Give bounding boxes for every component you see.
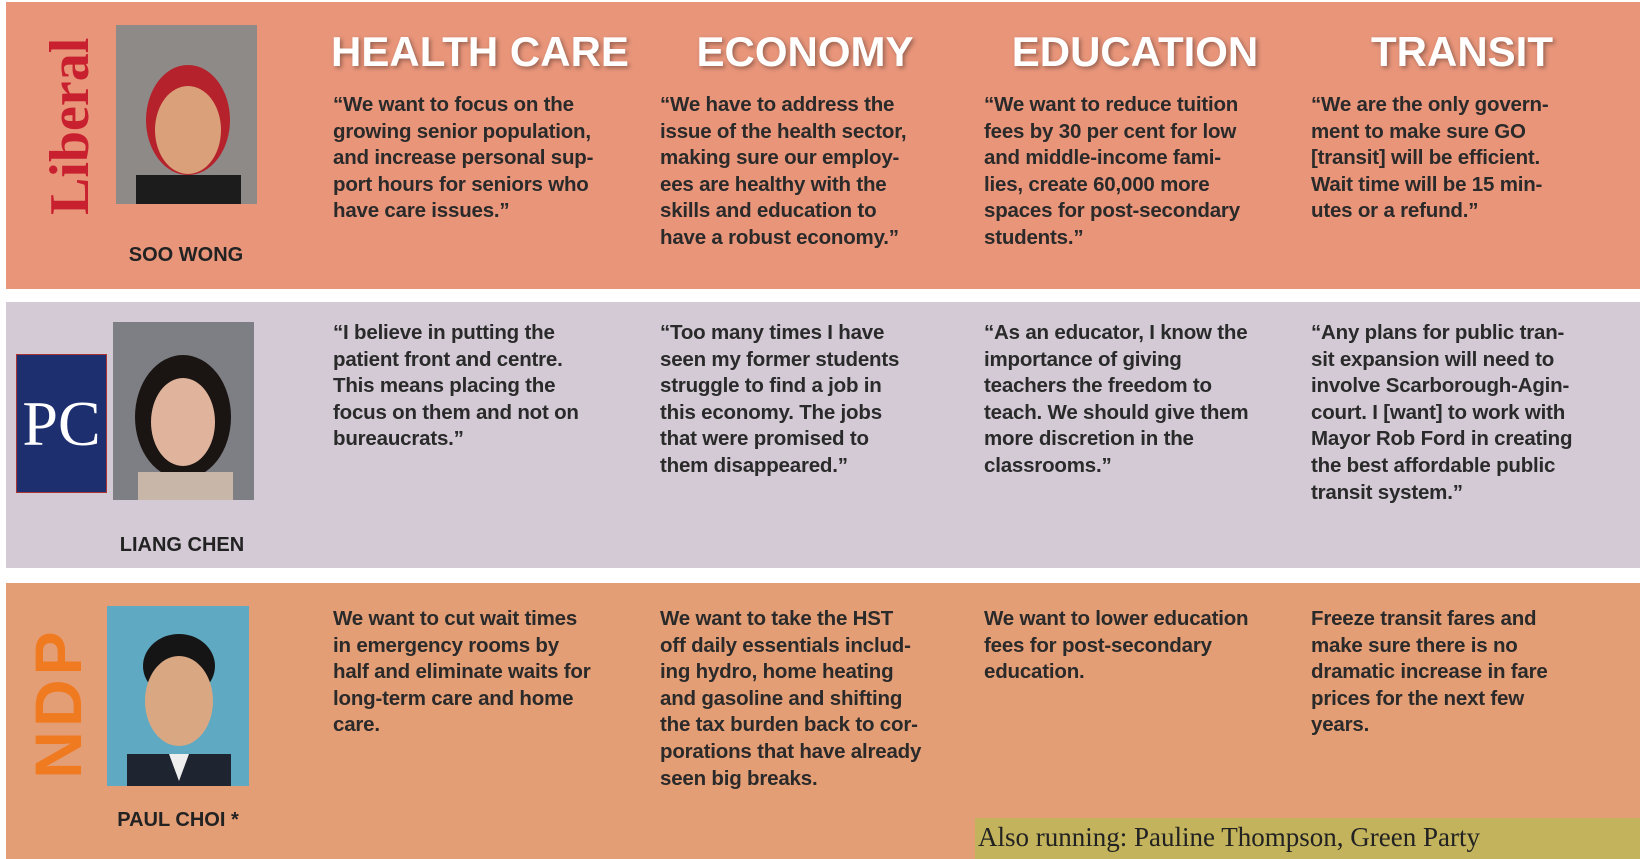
- quote: We want to cut wait times in emergency r…: [333, 607, 591, 737]
- candidate-name: PAUL CHOI *: [117, 809, 239, 831]
- candidate-photo: [116, 25, 257, 204]
- pc-row: [6, 302, 1640, 568]
- party-logo: Liberal: [39, 37, 101, 215]
- quote: We want to lower education fees for post…: [984, 607, 1249, 684]
- quote: “Too many times I have seen my former st…: [660, 321, 900, 477]
- candidate-photo: [107, 606, 249, 786]
- topic-header: ECONOMY: [696, 28, 914, 75]
- party-logo: NDP: [21, 627, 95, 779]
- quote: “As an educator, I know the importance o…: [984, 321, 1249, 477]
- quote: Freeze transit fares and make sure there…: [1311, 607, 1548, 737]
- liberal-row: [6, 2, 1640, 289]
- quote: “Any plans for public tran- sit expansio…: [1311, 321, 1573, 504]
- footer-note: Also running: Pauline Thompson, Green Pa…: [975, 818, 1640, 859]
- quote: “We want to reduce tuition fees by 30 pe…: [984, 93, 1240, 249]
- quote: “I believe in putting the patient front …: [333, 321, 579, 451]
- candidate-name: SOO WONG: [128, 244, 244, 266]
- quote: “We are the only govern- ment to make su…: [1311, 93, 1549, 223]
- quote: “We have to address the issue of the hea…: [660, 93, 907, 249]
- topic-header: EDUCATION: [1011, 28, 1259, 75]
- candidate-photo: [113, 322, 254, 500]
- party-logo: PC: [16, 354, 107, 493]
- quote: “We want to focus on the growing senior …: [333, 93, 594, 223]
- candidate-name: LIANG CHEN: [119, 534, 245, 556]
- ndp-row: [6, 583, 1640, 859]
- topic-header: TRANSIT: [1371, 28, 1553, 75]
- topic-header: HEALTH CARE: [331, 28, 629, 75]
- quote: We want to take the HST off daily essent…: [660, 607, 922, 790]
